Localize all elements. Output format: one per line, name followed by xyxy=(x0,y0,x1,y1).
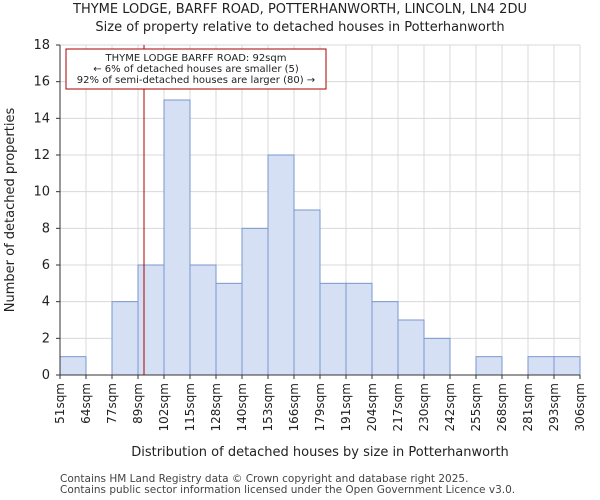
x-tick-label: 242sqm xyxy=(443,383,457,431)
y-tick-label: 14 xyxy=(33,111,50,126)
histogram-bar xyxy=(137,264,165,376)
histogram-bar xyxy=(553,356,581,376)
x-tick-label: 230sqm xyxy=(417,383,431,431)
x-tick-label: 204sqm xyxy=(365,383,379,431)
annotation-box xyxy=(65,48,327,90)
histogram-bar xyxy=(59,356,87,376)
y-tick-label: 8 xyxy=(42,221,50,236)
x-tick-label: 306sqm xyxy=(573,383,587,431)
x-tick-label: 89sqm xyxy=(131,383,145,424)
histogram-bar xyxy=(241,227,269,376)
x-tick-label: 115sqm xyxy=(183,383,197,431)
histogram-bar xyxy=(527,356,555,376)
histogram-bar xyxy=(345,282,373,376)
x-tick-label: 64sqm xyxy=(79,383,93,424)
x-tick-label: 191sqm xyxy=(339,383,353,431)
x-tick-label: 140sqm xyxy=(235,383,249,431)
histogram-bar xyxy=(475,356,503,376)
y-tick-label: 12 xyxy=(33,148,50,163)
y-tick-label: 2 xyxy=(42,331,50,346)
y-axis-label: Number of detached properties xyxy=(3,108,18,313)
histogram-bar xyxy=(293,209,321,376)
x-tick-label: 179sqm xyxy=(313,383,327,431)
footer-licence: Contains public sector information licen… xyxy=(60,484,516,496)
y-tick-label: 4 xyxy=(42,295,50,310)
x-tick-label: 102sqm xyxy=(157,383,171,431)
y-tick-label: 18 xyxy=(33,38,50,53)
histogram-bar xyxy=(163,99,191,376)
chart-subtitle: Size of property relative to detached ho… xyxy=(95,20,505,35)
y-tick-label: 6 xyxy=(42,258,50,273)
chart-title: THYME LODGE, BARFF ROAD, POTTERHANWORTH,… xyxy=(73,2,527,17)
histogram-bar xyxy=(397,319,425,376)
footer-copyright: Contains HM Land Registry data © Crown c… xyxy=(60,473,469,485)
histogram-bar xyxy=(319,282,347,376)
x-tick-label: 77sqm xyxy=(105,383,119,424)
x-tick-label: 51sqm xyxy=(53,383,67,424)
histogram-bar xyxy=(423,337,451,376)
histogram-chart: 0 2 4 6 8 10 12 14 16 18 51sqm 64sqm 77sqm 89sqm 102sq… xyxy=(3,38,587,460)
annotation-text: ← 6% of detached houses are smaller (5) xyxy=(93,64,299,75)
x-tick-label: 166sqm xyxy=(287,383,301,431)
x-tick-label: 128sqm xyxy=(209,383,223,431)
histogram-bar xyxy=(267,154,295,376)
x-tick-label: 255sqm xyxy=(469,383,483,431)
histogram-bar xyxy=(111,301,139,376)
x-tick-label: 268sqm xyxy=(495,383,509,431)
x-tick-label: 153sqm xyxy=(261,383,275,431)
histogram-bar xyxy=(371,301,399,376)
histogram-bar xyxy=(189,264,217,376)
histogram-bar xyxy=(215,282,243,376)
x-axis-label: Distribution of detached houses by size … xyxy=(131,445,509,460)
annotation-text: 92% of semi-detached houses are larger (… xyxy=(77,75,315,86)
x-tick-label: 293sqm xyxy=(547,383,561,431)
y-tick-label: 10 xyxy=(33,185,50,200)
x-tick-label: 217sqm xyxy=(391,383,405,431)
x-tick-label: 281sqm xyxy=(521,383,535,431)
y-tick-label: 16 xyxy=(33,75,50,90)
y-tick-label: 0 xyxy=(42,368,50,383)
annotation-text: THYME LODGE BARFF ROAD: 92sqm xyxy=(105,53,287,64)
